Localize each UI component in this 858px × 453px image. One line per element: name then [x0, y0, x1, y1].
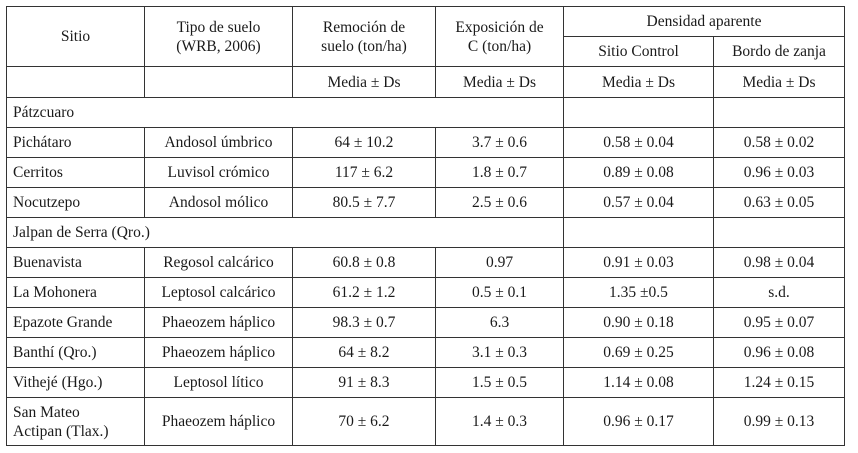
cell-remocion: 117 ± 6.2: [292, 157, 436, 188]
group-row: Jalpan de Serra (Qro.): [6, 217, 845, 248]
cell-control: 0.90 ± 0.18: [563, 307, 714, 338]
cell-suelo: Andosol úmbrico: [144, 127, 293, 158]
cell-exposicion: 1.5 ± 0.5: [435, 367, 564, 398]
cell-exposicion: 1.8 ± 0.7: [435, 157, 564, 188]
cell-remocion: 61.2 ± 1.2: [292, 277, 436, 308]
header-remocion: Remoción de suelo (ton/ha): [292, 6, 436, 67]
cell-sitio: Cerritos: [6, 157, 145, 188]
header-tipo-suelo-line1: Tipo de suelo: [176, 18, 261, 36]
header-stat-remocion: Media ± Ds: [292, 66, 436, 98]
table-row: La Mohonera Leptosol calcárico 61.2 ± 1.…: [6, 277, 845, 308]
cell-remocion: 80.5 ± 7.7: [292, 187, 436, 218]
header-stat-exposicion: Media ± Ds: [435, 66, 564, 98]
table-row: Cerritos Luvisol crómico 117 ± 6.2 1.8 ±…: [6, 157, 845, 188]
header-remocion-line2: suelo (ton/ha): [321, 37, 407, 55]
table-row: Vithejé (Hgo.) Leptosol lítico 91 ± 8.3 …: [6, 367, 845, 398]
cell-bordo: s.d.: [713, 277, 845, 308]
cell-bordo: 0.96 ± 0.08: [713, 337, 845, 368]
cell-sitio-line2: Actipan (Tlax.): [13, 422, 109, 440]
cell-bordo: 0.99 ± 0.13: [713, 397, 845, 446]
table-row: San Mateo Actipan (Tlax.) Phaeozem hápli…: [6, 397, 845, 446]
cell-suelo: Leptosol calcárico: [144, 277, 293, 308]
cell-sitio: La Mohonera: [6, 277, 145, 308]
header-tipo-suelo-line2: (WRB, 2006): [176, 37, 261, 55]
group-empty-control: [563, 97, 714, 128]
header-exposicion-line1: Exposición de: [455, 18, 544, 36]
group-name: Jalpan de Serra (Qro.): [6, 217, 564, 248]
header-empty-1: [6, 66, 145, 98]
cell-remocion: 64 ± 8.2: [292, 337, 436, 368]
cell-control: 0.89 ± 0.08: [563, 157, 714, 188]
cell-remocion: 98.3 ± 0.7: [292, 307, 436, 338]
cell-bordo: 0.63 ± 0.05: [713, 187, 845, 218]
cell-suelo: Luvisol crómico: [144, 157, 293, 188]
cell-bordo: 0.95 ± 0.07: [713, 307, 845, 338]
header-empty-2: [144, 66, 293, 98]
cell-bordo: 0.98 ± 0.04: [713, 247, 845, 278]
cell-control: 0.58 ± 0.04: [563, 127, 714, 158]
cell-exposicion: 0.97: [435, 247, 564, 278]
header-stat-control: Media ± Ds: [563, 66, 714, 98]
header-sitio-control: Sitio Control: [563, 36, 714, 67]
cell-sitio: Pichátaro: [6, 127, 145, 158]
cell-sitio: Epazote Grande: [6, 307, 145, 338]
group-name: Pátzcuaro: [6, 97, 564, 128]
cell-remocion: 60.8 ± 0.8: [292, 247, 436, 278]
cell-exposicion: 2.5 ± 0.6: [435, 187, 564, 218]
cell-exposicion: 3.7 ± 0.6: [435, 127, 564, 158]
cell-suelo: Phaeozem háplico: [144, 397, 293, 446]
table-row: Epazote Grande Phaeozem háplico 98.3 ± 0…: [6, 307, 845, 338]
header-tipo-suelo: Tipo de suelo (WRB, 2006): [144, 6, 293, 67]
cell-exposicion: 6.3: [435, 307, 564, 338]
header-exposicion: Exposición de C (ton/ha): [435, 6, 564, 67]
header-stat-bordo: Media ± Ds: [713, 66, 845, 98]
cell-control: 0.91 ± 0.03: [563, 247, 714, 278]
cell-control: 0.96 ± 0.17: [563, 397, 714, 446]
header-remocion-line1: Remoción de: [322, 18, 406, 36]
cell-sitio: San Mateo Actipan (Tlax.): [6, 397, 145, 446]
cell-remocion: 70 ± 6.2: [292, 397, 436, 446]
data-table: Sitio Tipo de suelo (WRB, 2006) Remoción…: [6, 6, 845, 446]
cell-control: 1.14 ± 0.08: [563, 367, 714, 398]
table-container: Sitio Tipo de suelo (WRB, 2006) Remoción…: [6, 6, 845, 446]
table-row: Nocutzepo Andosol mólico 80.5 ± 7.7 2.5 …: [6, 187, 845, 218]
cell-control: 1.35 ±0.5: [563, 277, 714, 308]
cell-exposicion: 3.1 ± 0.3: [435, 337, 564, 368]
table-row: Buenavista Regosol calcárico 60.8 ± 0.8 …: [6, 247, 845, 278]
header-densidad: Densidad aparente: [563, 6, 845, 37]
cell-sitio: Banthí (Qro.): [6, 337, 145, 368]
cell-suelo: Leptosol lítico: [144, 367, 293, 398]
table-row: Banthí (Qro.) Phaeozem háplico 64 ± 8.2 …: [6, 337, 845, 368]
cell-bordo: 1.24 ± 0.15: [713, 367, 845, 398]
cell-bordo: 0.96 ± 0.03: [713, 157, 845, 188]
cell-suelo: Regosol calcárico: [144, 247, 293, 278]
cell-sitio-line1: San Mateo: [13, 403, 80, 421]
group-row: Pátzcuaro: [6, 97, 845, 128]
header-bordo-zanja: Bordo de zanja: [713, 36, 845, 67]
cell-remocion: 91 ± 8.3: [292, 367, 436, 398]
header-sitio: Sitio: [6, 6, 145, 67]
cell-suelo: Phaeozem háplico: [144, 307, 293, 338]
cell-suelo: Andosol mólico: [144, 187, 293, 218]
cell-bordo: 0.58 ± 0.02: [713, 127, 845, 158]
cell-exposicion: 0.5 ± 0.1: [435, 277, 564, 308]
cell-exposicion: 1.4 ± 0.3: [435, 397, 564, 446]
cell-remocion: 64 ± 10.2: [292, 127, 436, 158]
cell-sitio: Nocutzepo: [6, 187, 145, 218]
group-empty-control: [563, 217, 714, 248]
header-exposicion-line2: C (ton/ha): [467, 37, 532, 55]
table-row: Pichátaro Andosol úmbrico 64 ± 10.2 3.7 …: [6, 127, 845, 158]
group-empty-bordo: [713, 217, 845, 248]
group-empty-bordo: [713, 97, 845, 128]
cell-control: 0.69 ± 0.25: [563, 337, 714, 368]
cell-sitio: Buenavista: [6, 247, 145, 278]
cell-control: 0.57 ± 0.04: [563, 187, 714, 218]
cell-sitio: Vithejé (Hgo.): [6, 367, 145, 398]
cell-suelo: Phaeozem háplico: [144, 337, 293, 368]
